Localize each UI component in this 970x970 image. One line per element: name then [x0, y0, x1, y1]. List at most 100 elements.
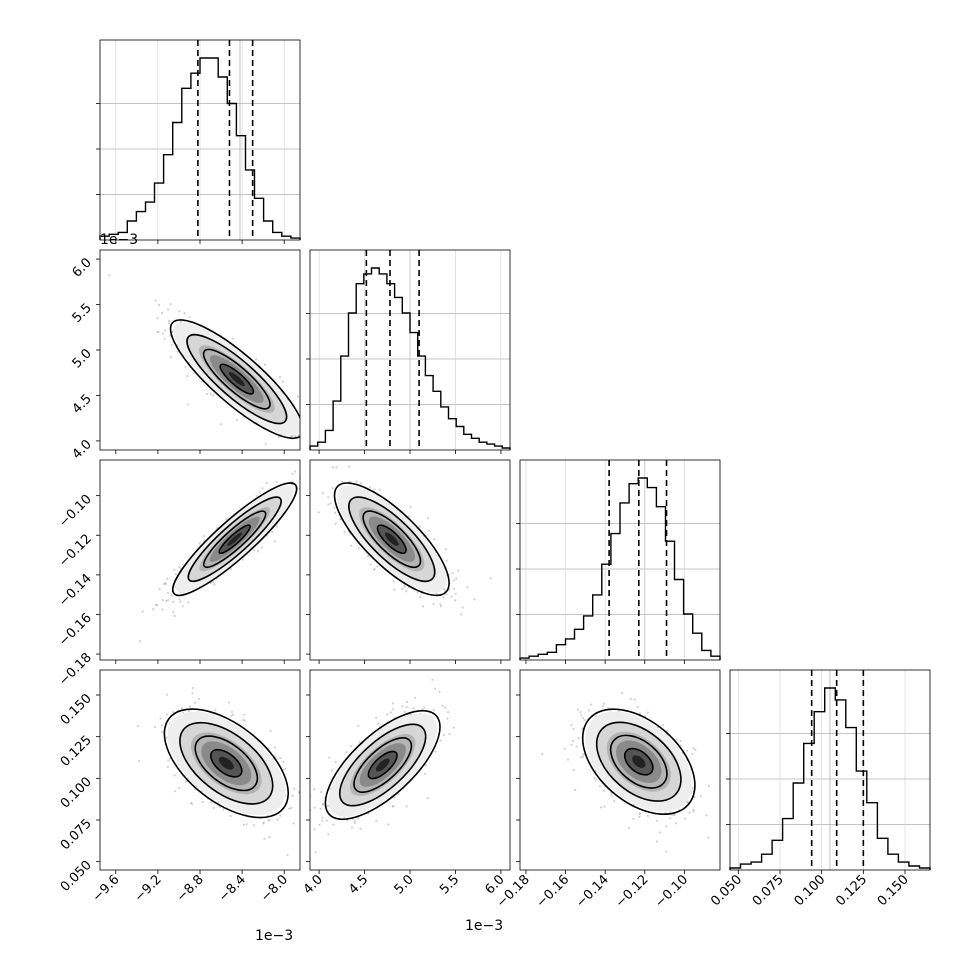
x-tick-label: 0.075: [750, 872, 787, 909]
y-tick-label: 5.5: [70, 301, 95, 326]
scatter-point: [454, 599, 457, 602]
scatter-point: [180, 321, 183, 324]
scatter-point: [165, 713, 168, 716]
scatter-point: [197, 697, 201, 701]
scatter-point: [264, 442, 267, 445]
scatter-point: [327, 833, 330, 836]
scatter-point: [571, 739, 575, 743]
scatter-point: [304, 400, 306, 402]
scatter-point: [369, 563, 372, 566]
x-tick-label: 4.0: [301, 872, 326, 897]
scatter-point: [200, 380, 203, 383]
scatter-point: [302, 420, 304, 422]
scatter-point: [311, 438, 313, 440]
scatter-point: [265, 481, 268, 485]
scatter-point: [405, 705, 408, 709]
scatter-point: [267, 819, 270, 822]
scatter-point: [692, 747, 695, 750]
scatter-point: [184, 365, 187, 368]
scatter-point: [674, 822, 678, 825]
scatter-point: [164, 583, 167, 586]
scatter-point: [225, 518, 228, 521]
scatter-point: [566, 758, 570, 761]
y-tick-label: 0.050: [58, 858, 95, 895]
scatter-point: [426, 517, 429, 520]
scatter-point: [156, 330, 159, 333]
scatter-point: [161, 598, 164, 602]
density-level: [375, 758, 390, 772]
pair-panel-1-3: [291, 678, 455, 854]
scatter-point: [313, 806, 316, 809]
scatter-point: [188, 710, 191, 713]
scatter-point: [359, 482, 362, 485]
scatter-point: [219, 423, 222, 426]
scatter-point: [273, 746, 276, 749]
scatter-point: [167, 591, 170, 595]
x-tick-label: 0.100: [792, 872, 829, 909]
scatter-point: [444, 548, 447, 551]
scatter-point: [403, 584, 406, 587]
scatter-point: [292, 822, 295, 825]
scatter-point: [108, 274, 111, 277]
scatter-point: [273, 540, 276, 543]
scatter-point: [173, 614, 176, 618]
histogram-panel-0: [96, 40, 301, 240]
scatter-point: [178, 787, 181, 790]
scatter-point: [161, 730, 164, 734]
scatter-point: [392, 804, 395, 807]
scatter-point: [603, 805, 606, 808]
scatter-point: [176, 350, 179, 353]
scatter-point: [261, 487, 264, 490]
scatter-point: [212, 394, 215, 397]
scatter-point: [161, 332, 165, 335]
scatter-point: [401, 587, 404, 591]
scatter-point: [628, 826, 631, 830]
scatter-point: [575, 745, 578, 748]
scatter-point: [688, 811, 691, 814]
scatter-point: [541, 752, 544, 756]
scatter-point: [669, 817, 672, 820]
scatter-point: [452, 587, 456, 590]
scatter-point: [353, 820, 357, 823]
scatter-point: [450, 595, 453, 598]
scatter-point: [331, 769, 334, 772]
y-tick-label: 0.125: [58, 733, 95, 770]
scatter-point: [317, 511, 320, 514]
scatter-point: [582, 755, 585, 758]
scatter-point: [587, 709, 591, 712]
contour-line: [609, 734, 668, 789]
scatter-point: [391, 805, 394, 808]
scatter-point: [446, 717, 449, 720]
scatter-point: [666, 729, 669, 732]
scatter-point: [289, 435, 292, 438]
scatter-point: [166, 599, 169, 602]
pair-panel-2-3: [541, 692, 720, 853]
scatter-point: [268, 819, 272, 822]
scatter-point: [179, 600, 182, 603]
scatter-point: [426, 797, 429, 800]
scatter-point: [405, 700, 409, 704]
scatter-point: [188, 705, 192, 708]
scatter-point: [271, 531, 274, 534]
x-tick-label: 5.5: [437, 872, 462, 897]
scatter-point: [209, 392, 212, 396]
scatter-point: [349, 745, 352, 748]
scatter-point: [392, 580, 395, 583]
scatter-point: [291, 842, 293, 844]
scatter-point: [442, 733, 445, 737]
scatter-point: [188, 316, 191, 319]
y-tick-label: 5.0: [70, 346, 95, 371]
scatter-point: [306, 799, 308, 801]
histogram-panel-2: [516, 460, 721, 660]
scatter-point: [393, 796, 396, 799]
scatter-point: [291, 472, 294, 476]
scatter-point: [229, 814, 232, 818]
x-tick-label: −0.10: [652, 872, 691, 911]
contour-line: [202, 348, 271, 410]
scatter-point: [181, 605, 184, 608]
scatter-point: [675, 738, 678, 741]
scatter-point: [377, 722, 380, 725]
x-tick-label: −0.12: [613, 872, 652, 911]
scatter-point: [319, 807, 322, 811]
scatter-point: [169, 303, 172, 306]
